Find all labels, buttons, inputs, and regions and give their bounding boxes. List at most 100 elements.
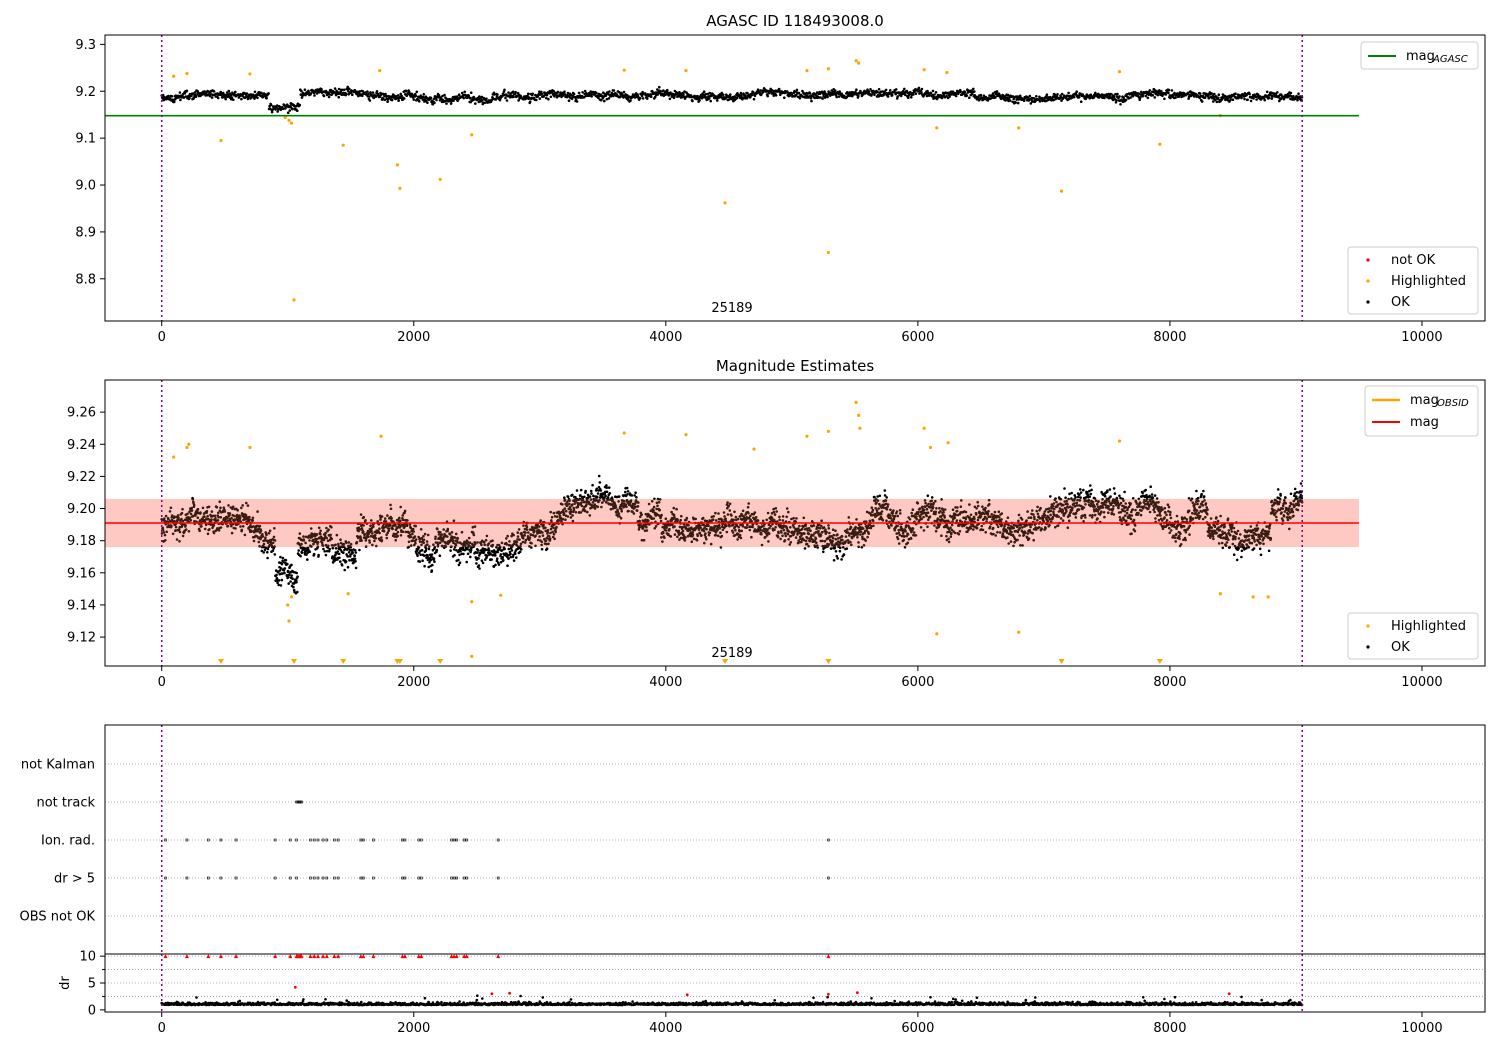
estimates-ok-point — [408, 531, 411, 535]
agasc-ok-point — [658, 85, 661, 89]
agasc-ok-point — [1072, 95, 1076, 99]
estimates-ok-point — [309, 527, 313, 530]
estimates-ok-point — [349, 542, 353, 546]
estimates-ok-point — [219, 526, 223, 529]
estimates-ok-point — [586, 510, 589, 514]
estimates-ok-point — [456, 537, 460, 540]
agasc-ok-point — [1059, 95, 1063, 99]
agasc-ok-point — [234, 90, 237, 94]
agasc-ok-point — [256, 96, 259, 100]
estimates-ok-point — [506, 534, 510, 538]
agasc-ok-point — [1052, 98, 1055, 102]
agasc-ok-point — [1289, 91, 1293, 95]
agasc-ok-point — [556, 90, 560, 94]
agasc-ok-point — [1075, 90, 1078, 93]
estimates-ok-point — [201, 506, 205, 510]
estimates-ok-point — [209, 523, 213, 526]
agasc-ok-point — [270, 110, 274, 114]
estimates-ok-point — [325, 526, 328, 530]
estimates-ok-point — [398, 516, 401, 520]
estimates-ok-point — [327, 549, 331, 553]
estimates-ok-point — [462, 552, 465, 556]
estimates-ok-point — [549, 531, 552, 535]
agasc-ok-point — [608, 90, 611, 93]
agasc-ok-point — [1210, 92, 1214, 95]
estimates-ok-point — [308, 539, 311, 542]
estimates-ok-point — [531, 533, 535, 537]
estimates-ok-point — [438, 554, 442, 557]
estimates-ok-point — [299, 554, 302, 558]
agasc-xtick-label: 10000 — [1401, 330, 1442, 345]
estimates-ok-point — [372, 525, 375, 528]
estimates-ok-point — [394, 523, 397, 527]
estimates-ok-point — [193, 519, 196, 523]
estimates-ok-point — [449, 549, 452, 552]
estimates-ok-point — [477, 564, 481, 567]
estimates-ok-point — [480, 559, 484, 562]
estimates-ok-point — [419, 528, 423, 531]
agasc-ok-point — [827, 90, 830, 93]
estimates-ok-point — [592, 494, 595, 498]
estimates-ok-point — [241, 525, 245, 528]
estimates-ok-point — [387, 527, 391, 530]
agasc-xtick-label: 4000 — [649, 330, 682, 345]
agasc-ok-point — [777, 87, 781, 91]
agasc-ok-point — [1138, 98, 1141, 101]
estimates-ok-point — [312, 542, 315, 546]
estimates-ok-point — [399, 534, 403, 537]
estimates-ok-point — [239, 525, 242, 528]
estimates-ok-point — [344, 560, 348, 563]
agasc-ok-point — [998, 94, 1002, 97]
estimates-ok-point — [485, 534, 489, 538]
agasc-legend-highlighted-label: Highlighted — [1391, 274, 1466, 289]
agasc-ok-point — [535, 98, 538, 102]
agasc-ok-point — [253, 90, 257, 94]
agasc-ok-point — [612, 89, 616, 92]
estimates-ok-point — [380, 536, 383, 539]
estimates-ok-point — [180, 517, 183, 521]
agasc-ok-point — [1262, 96, 1266, 99]
estimates-ok-point — [574, 495, 577, 499]
agasc-frame — [104, 34, 1486, 322]
agasc-ok-point — [357, 94, 360, 98]
estimates-ok-point — [490, 558, 494, 561]
estimates-ok-point — [386, 514, 389, 517]
estimates-ok-point — [196, 507, 200, 511]
estimates-ok-point — [822, 550, 825, 554]
estimates-ok-point — [539, 519, 542, 522]
estimates-ok-point — [420, 548, 424, 552]
estimates-ok-point — [312, 552, 316, 556]
estimates-ok-point — [191, 497, 195, 501]
estimates-ok-point — [423, 564, 426, 568]
agasc-ok-point — [973, 90, 976, 93]
agasc-ok-point — [659, 90, 663, 93]
agasc-ok-point — [291, 107, 294, 111]
estimates-ok-point — [540, 540, 544, 544]
agasc-ok-point — [517, 99, 520, 102]
agasc-ok-point — [224, 97, 227, 101]
estimates-ok-point — [210, 510, 214, 513]
agasc-ok-point — [170, 94, 174, 98]
estimates-ok-point — [259, 529, 263, 533]
estimates-ok-point — [347, 551, 351, 554]
agasc-ok-point — [991, 92, 995, 95]
estimates-ok-point — [181, 507, 184, 511]
estimates-ok-point — [349, 545, 353, 549]
estimates-ok-point — [500, 541, 504, 545]
estimates-ok-point — [317, 526, 321, 530]
estimates-ok-point — [602, 499, 606, 502]
agasc-ok-point — [1125, 93, 1129, 96]
estimates-ok-point — [416, 554, 419, 558]
estimates-ok-point — [469, 548, 473, 552]
agasc-ok-point — [795, 88, 799, 92]
estimates-ok-point — [567, 507, 570, 511]
estimates-ok-point — [370, 519, 373, 522]
estimates-ok-point — [428, 561, 431, 564]
agasc-ok-point — [472, 95, 476, 99]
agasc-ytick-label: 9.3 — [75, 38, 96, 53]
agasc-ok-point — [552, 90, 556, 93]
estimates-ok-point — [211, 514, 215, 518]
estimates-ok-point — [562, 512, 566, 515]
estimates-ok-point — [198, 529, 201, 533]
agasc-ok-point — [1200, 100, 1204, 103]
